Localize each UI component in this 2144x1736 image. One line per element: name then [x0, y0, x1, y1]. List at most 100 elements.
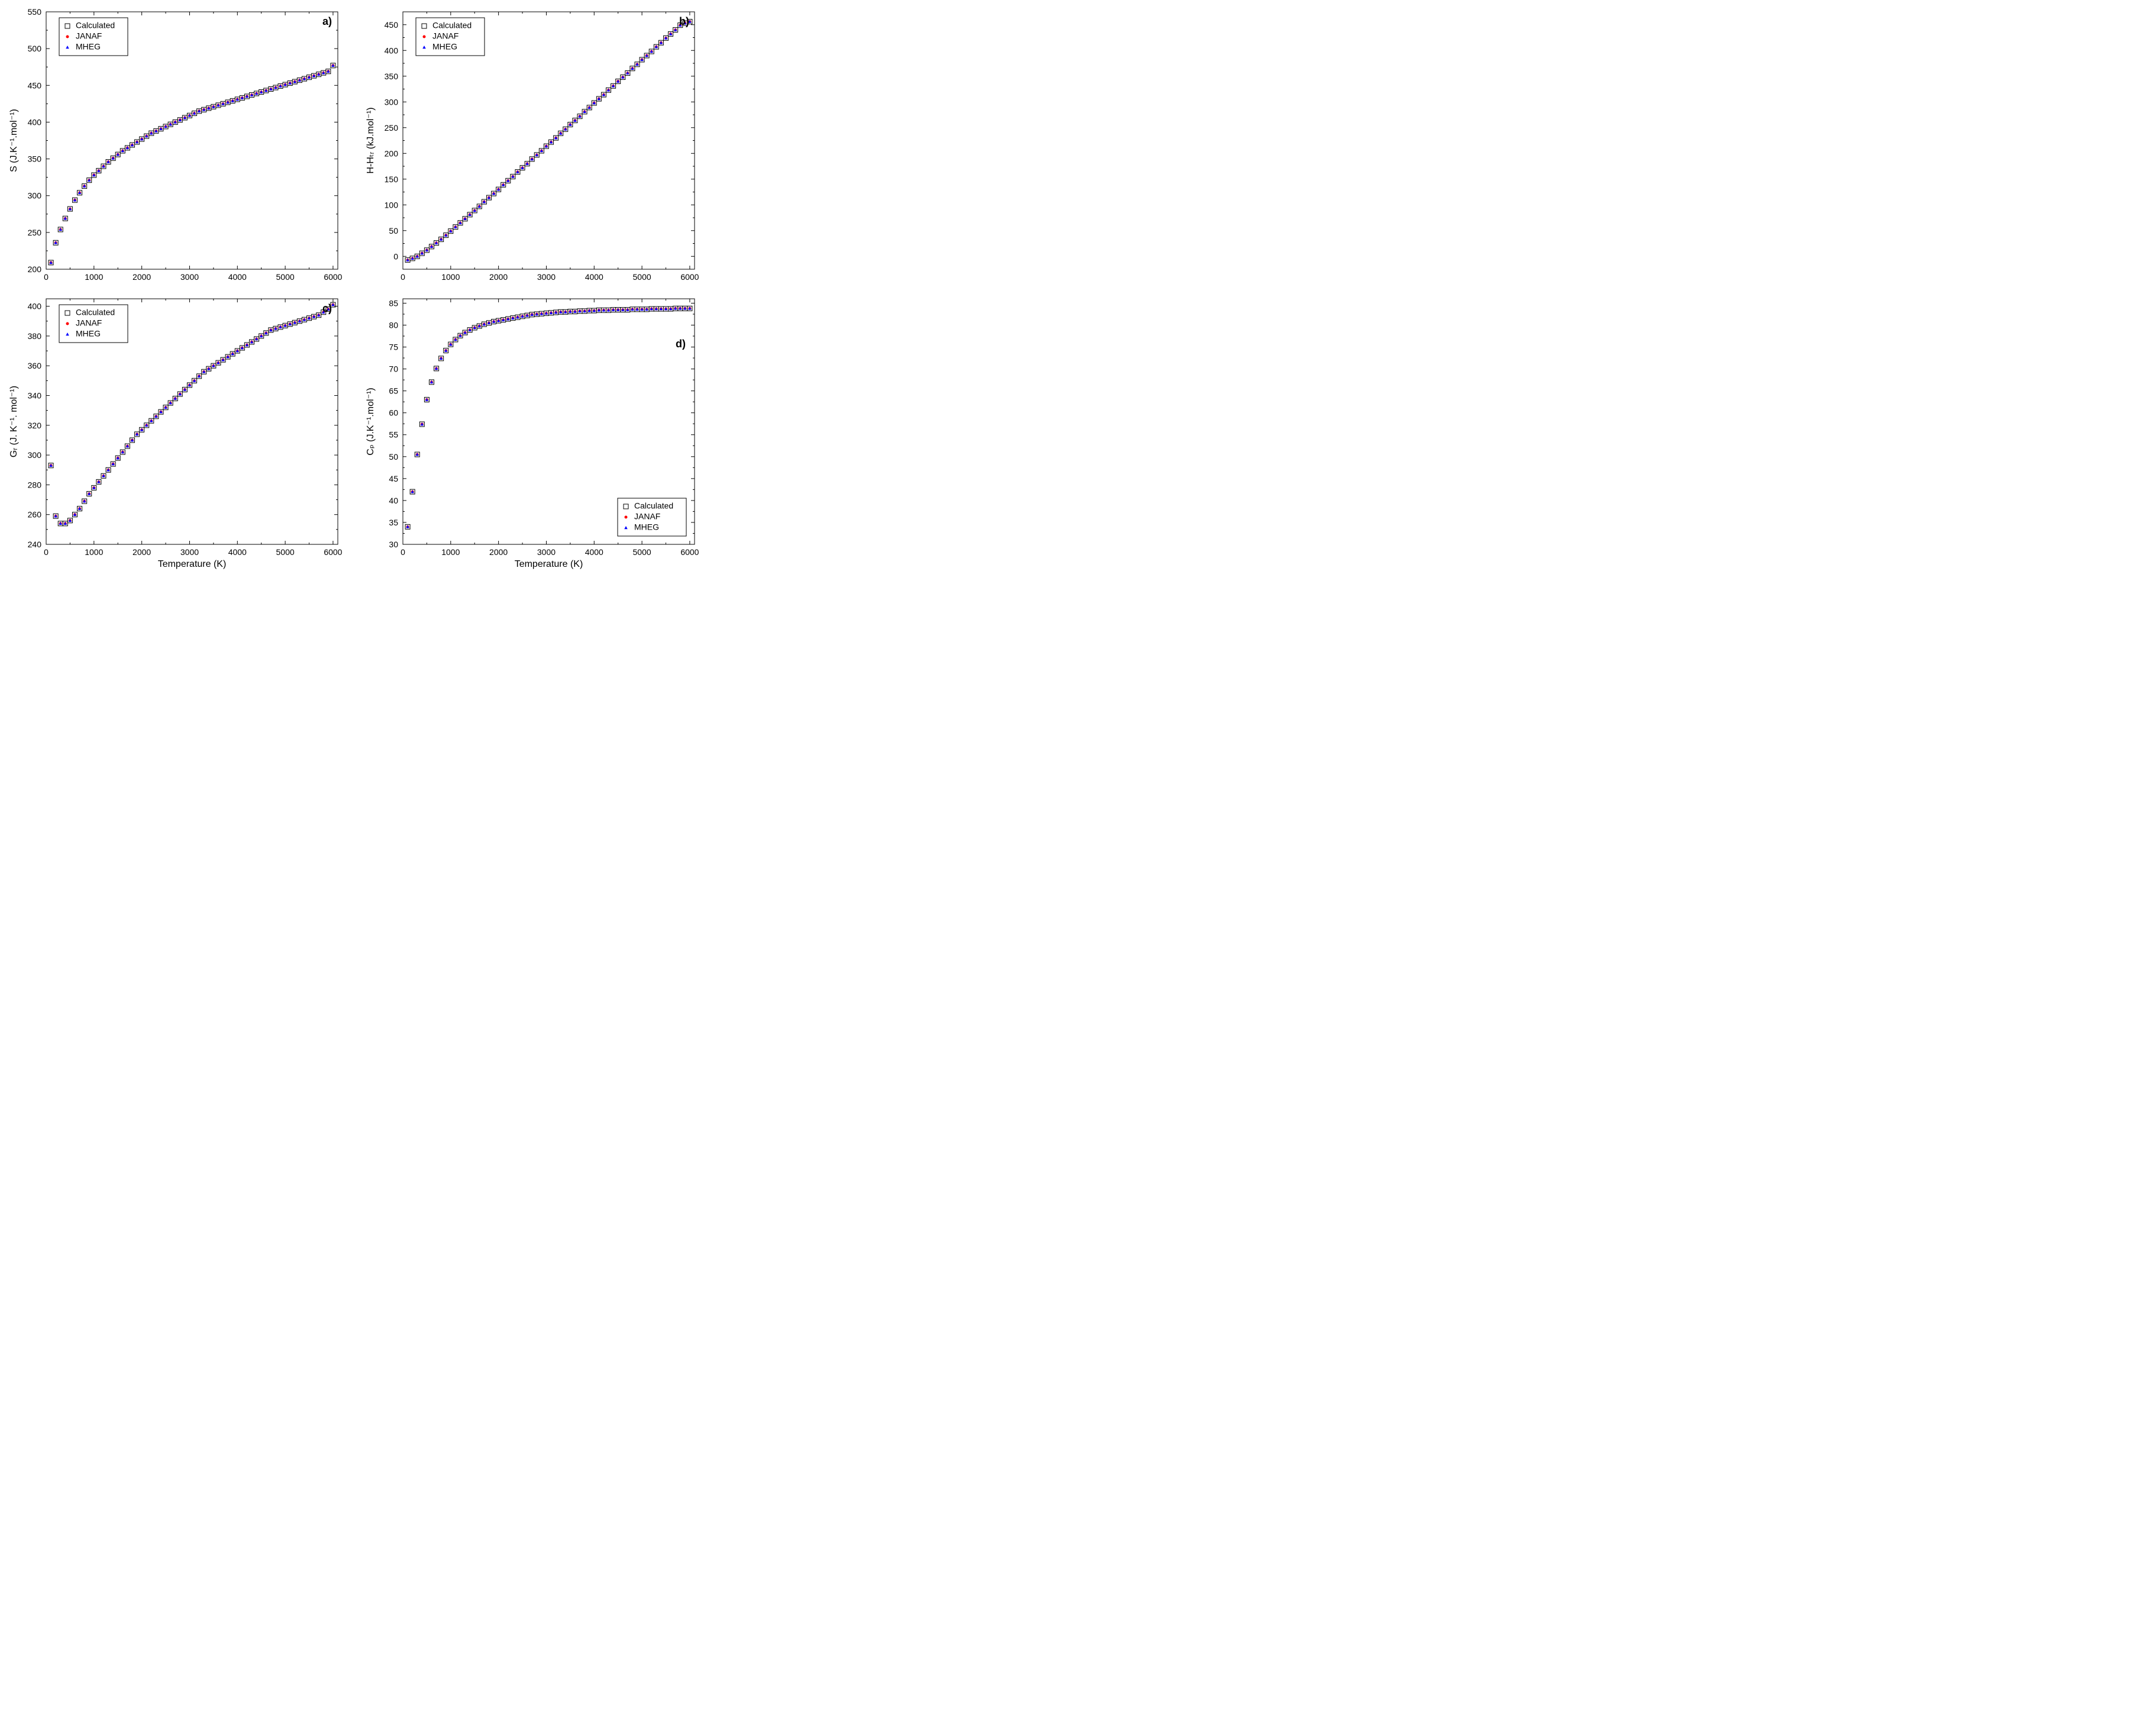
- xtick-label: 4000: [228, 547, 247, 557]
- panel-tag: a): [322, 15, 332, 27]
- xlabel: Temperature (K): [158, 559, 227, 569]
- chart-a: 0 1000 2000 3000 4000 5000 6000 200 250 300 350 400…: [6, 6, 346, 286]
- ytick-label: 300: [28, 191, 42, 201]
- legend-label: MHEG: [634, 522, 659, 532]
- ytick-label: 340: [28, 391, 42, 400]
- ytick-label: 360: [28, 361, 42, 370]
- ytick-label: 400: [28, 117, 42, 127]
- xtick-label: 1000: [85, 547, 103, 557]
- xtick-label: 5000: [633, 272, 651, 282]
- ytick-label: 350: [385, 72, 399, 81]
- ytick-label: 350: [28, 154, 42, 164]
- xtick-label: 2000: [133, 272, 151, 282]
- series-janaf: [50, 64, 335, 264]
- ytick-label: 150: [385, 175, 399, 184]
- xtick-label: 6000: [324, 272, 342, 282]
- ytick-label: 320: [28, 421, 42, 430]
- ylabel: Cₚ (J.K⁻¹.mol⁻¹): [366, 388, 376, 455]
- ytick-label: 300: [28, 450, 42, 460]
- panel-tag: d): [676, 338, 686, 350]
- xtick-label: 0: [401, 272, 405, 282]
- xtick-label: 4000: [585, 547, 603, 557]
- ytick-label: 40: [389, 496, 398, 505]
- ytick-label: 300: [385, 97, 399, 107]
- legend-label: JANAF: [634, 512, 660, 521]
- ytick-label: 200: [385, 149, 399, 158]
- ytick-label: 70: [389, 364, 398, 374]
- xtick-label: 5000: [276, 272, 295, 282]
- xtick-label: 4000: [585, 272, 603, 282]
- legend-label: MHEG: [76, 329, 101, 338]
- ytick-label: 450: [28, 80, 42, 90]
- series-calculated: [49, 63, 335, 265]
- marker-janaf: [625, 516, 628, 519]
- ytick-label: 450: [385, 20, 399, 30]
- ytick-label: 200: [28, 264, 42, 274]
- ytick-label: 45: [389, 474, 398, 483]
- xtick-label: 2000: [133, 547, 151, 557]
- chart-b: 0100020003000400050006000050100150200250…: [363, 6, 703, 286]
- xtick-label: 2000: [489, 272, 508, 282]
- panel-c: 0 1000 2000 3000 4000 5000 6000 240 260 280 300 320…: [6, 293, 346, 573]
- series-calculated: [405, 306, 692, 529]
- figure-grid: 0100020003000400050006000200250300350400…: [0, 0, 715, 579]
- marker-janaf: [66, 322, 69, 325]
- ytick-label: 30: [389, 540, 398, 549]
- xlabel: Temperature (K): [515, 559, 583, 569]
- ytick-label: 240: [28, 540, 42, 549]
- marker-janaf: [423, 36, 426, 38]
- xtick-label: 0: [44, 272, 49, 282]
- panel-b: 0100020003000400050006000050100150200250…: [363, 6, 703, 286]
- legend-label: Calculated: [432, 21, 472, 30]
- xtick-label: 1000: [441, 547, 460, 557]
- xtick-label: 2000: [489, 547, 508, 557]
- xtick-label: 1000: [85, 272, 103, 282]
- ytick-label: 85: [389, 298, 398, 308]
- ytick-label: 260: [28, 510, 42, 519]
- xtick-label: 5000: [276, 547, 295, 557]
- legend-label: Calculated: [634, 501, 673, 511]
- ylabel: S (J.K⁻¹.mol⁻¹): [9, 109, 19, 172]
- marker-janaf: [66, 36, 69, 38]
- ytick-label: 50: [389, 226, 398, 235]
- legend-label: JANAF: [432, 31, 458, 41]
- xtick-label: 0: [401, 547, 405, 557]
- xtick-label: 5000: [633, 547, 651, 557]
- xtick-label: 3000: [180, 547, 199, 557]
- ytick-label: 65: [389, 386, 398, 396]
- ytick-label: 400: [385, 46, 399, 55]
- ylabel: H-Hₜᵣ (kJ.mol⁻¹): [366, 107, 376, 173]
- xtick-label: 0: [44, 547, 49, 557]
- ytick-label: 100: [385, 200, 399, 209]
- panel-tag: b): [679, 15, 689, 27]
- ytick-label: 500: [28, 44, 42, 53]
- ytick-label: 60: [389, 408, 398, 418]
- legend-label: JANAF: [76, 31, 102, 41]
- ytick-label: 280: [28, 480, 42, 489]
- panel-d: 0 1000 2000 3000 4000 5000 6000 30 35 40 45 50 55 60 6…: [363, 293, 703, 573]
- legend-label: Calculated: [76, 21, 115, 30]
- xtick-label: 6000: [680, 547, 699, 557]
- ytick-label: 75: [389, 343, 398, 352]
- chart-d: 0 1000 2000 3000 4000 5000 6000 30 35 40 45 50 55 60 6…: [363, 293, 703, 573]
- ytick-label: 550: [28, 7, 42, 17]
- xtick-label: 3000: [537, 547, 556, 557]
- series-mheg: [49, 64, 334, 264]
- xtick-label: 6000: [680, 272, 699, 282]
- xtick-label: 3000: [537, 272, 556, 282]
- series-mheg: [406, 306, 691, 528]
- xtick-label: 3000: [180, 272, 199, 282]
- ytick-label: 50: [389, 452, 398, 462]
- ytick-label: 55: [389, 430, 398, 440]
- ytick-label: 250: [28, 228, 42, 237]
- xtick-label: 6000: [324, 547, 342, 557]
- legend-label: JANAF: [76, 318, 102, 328]
- ytick-label: 35: [389, 518, 398, 527]
- ytick-label: 80: [389, 320, 398, 330]
- legend-label: MHEG: [76, 42, 101, 51]
- legend-label: MHEG: [432, 42, 457, 51]
- panel-a: 0 1000 2000 3000 4000 5000 6000 200 250 300 350 400…: [6, 6, 346, 286]
- ytick-label: 0: [393, 251, 398, 261]
- legend-label: Calculated: [76, 308, 115, 317]
- xtick-label: 4000: [228, 272, 247, 282]
